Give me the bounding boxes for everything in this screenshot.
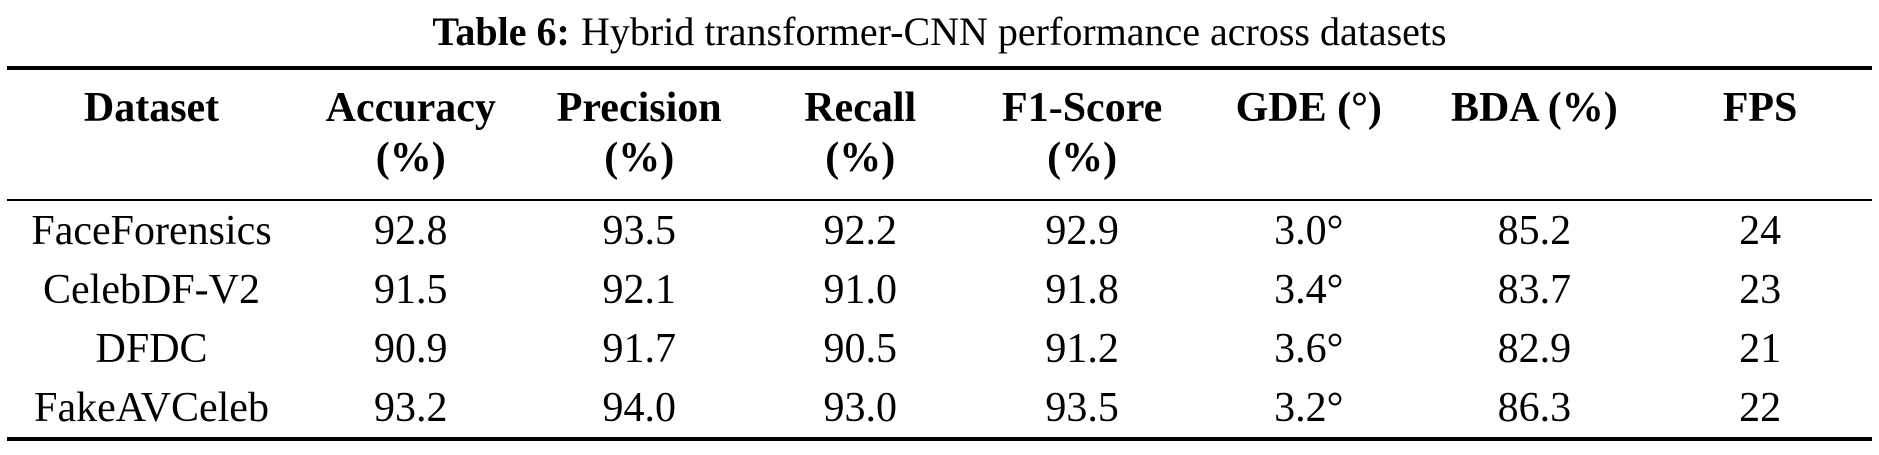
dataset-cell: FakeAVCeleb	[34, 384, 269, 431]
value-cell: 92.8	[374, 207, 448, 254]
value-cell: 93.5	[602, 207, 676, 254]
value-cell: 3.6°	[1274, 325, 1344, 372]
value-cell: 3.4°	[1274, 266, 1344, 313]
value-cell: 91.5	[374, 266, 448, 313]
value-cell: 91.8	[1045, 266, 1119, 313]
column-header-line2: (%)	[604, 135, 675, 181]
column-header-line1: Recall	[804, 85, 917, 131]
column-header-line1: BDA (%)	[1450, 85, 1618, 131]
value-cell: 83.7	[1497, 266, 1572, 313]
table-row: CelebDF-V2 91.5 92.1 91.0 91.8 3.4° 83.7 23	[7, 260, 1872, 319]
value-cell: 91.2	[1045, 325, 1119, 372]
value-cell: 93.0	[823, 384, 897, 431]
results-table: Dataset Accuracy (%) Precision (%) Recall (%) F…	[7, 66, 1872, 441]
value-cell: 91.7	[602, 325, 676, 372]
column-header-line1: GDE (°)	[1235, 85, 1382, 131]
table-row: FaceForensics 92.8 93.5 92.2 92.9 3.0° 85.2 24	[7, 200, 1872, 260]
table-row: FakeAVCeleb 93.2 94.0 93.0 93.5 3.2° 86.3 22	[7, 378, 1872, 439]
table-body: FaceForensics 92.8 93.5 92.2 92.9 3.0° 85.2 24 C…	[7, 200, 1872, 439]
dataset-cell: DFDC	[95, 325, 208, 372]
value-cell: 90.9	[374, 325, 448, 372]
column-header-recall: Recall (%)	[753, 68, 967, 200]
column-header-line2: (%)	[1047, 135, 1118, 181]
value-cell: 92.1	[602, 266, 676, 313]
table-caption-text: Hybrid transformer-CNN performance acros…	[581, 9, 1447, 54]
value-cell: 92.2	[823, 207, 897, 254]
value-cell: 94.0	[602, 384, 676, 431]
column-header-f1-score: F1-Score (%)	[967, 68, 1196, 200]
table-caption: Table 6: Hybrid transformer-CNN performan…	[0, 0, 1879, 66]
value-cell: 92.9	[1045, 207, 1119, 254]
table-row: DFDC 90.9 91.7 90.5 91.2 3.6° 82.9 21	[7, 319, 1872, 378]
column-header-line1: FPS	[1722, 85, 1798, 131]
column-header-line1: F1-Score	[1002, 85, 1163, 131]
value-cell: 22	[1739, 384, 1782, 431]
column-header-fps: FPS	[1648, 68, 1872, 200]
column-header-line1: Dataset	[83, 85, 220, 131]
value-cell: 3.0°	[1274, 207, 1344, 254]
column-header-line1: Accuracy	[325, 85, 496, 131]
table-header: Dataset Accuracy (%) Precision (%) Recall (%) F…	[7, 68, 1872, 200]
value-cell: 90.5	[823, 325, 897, 372]
value-cell: 3.2°	[1274, 384, 1344, 431]
column-header-gde: GDE (°)	[1197, 68, 1421, 200]
table-header-row: Dataset Accuracy (%) Precision (%) Recall (%) F…	[7, 68, 1872, 200]
column-header-dataset: Dataset	[7, 68, 296, 200]
column-header-line1: Precision	[556, 85, 722, 131]
column-header-line2: (%)	[825, 135, 896, 181]
column-header-precision: Precision (%)	[525, 68, 753, 200]
value-cell: 24	[1739, 207, 1782, 254]
value-cell: 21	[1739, 325, 1782, 372]
value-cell: 91.0	[823, 266, 897, 313]
dataset-cell: FaceForensics	[31, 207, 272, 254]
dataset-cell: CelebDF-V2	[43, 266, 261, 313]
value-cell: 23	[1739, 266, 1782, 313]
column-header-line2: (%)	[375, 135, 446, 181]
value-cell: 93.2	[374, 384, 448, 431]
value-cell: 86.3	[1497, 384, 1572, 431]
value-cell: 93.5	[1045, 384, 1119, 431]
table-caption-label: Table 6:	[432, 9, 570, 54]
value-cell: 82.9	[1497, 325, 1572, 372]
column-header-accuracy: Accuracy (%)	[296, 68, 525, 200]
column-header-bda: BDA (%)	[1421, 68, 1649, 200]
value-cell: 85.2	[1497, 207, 1572, 254]
